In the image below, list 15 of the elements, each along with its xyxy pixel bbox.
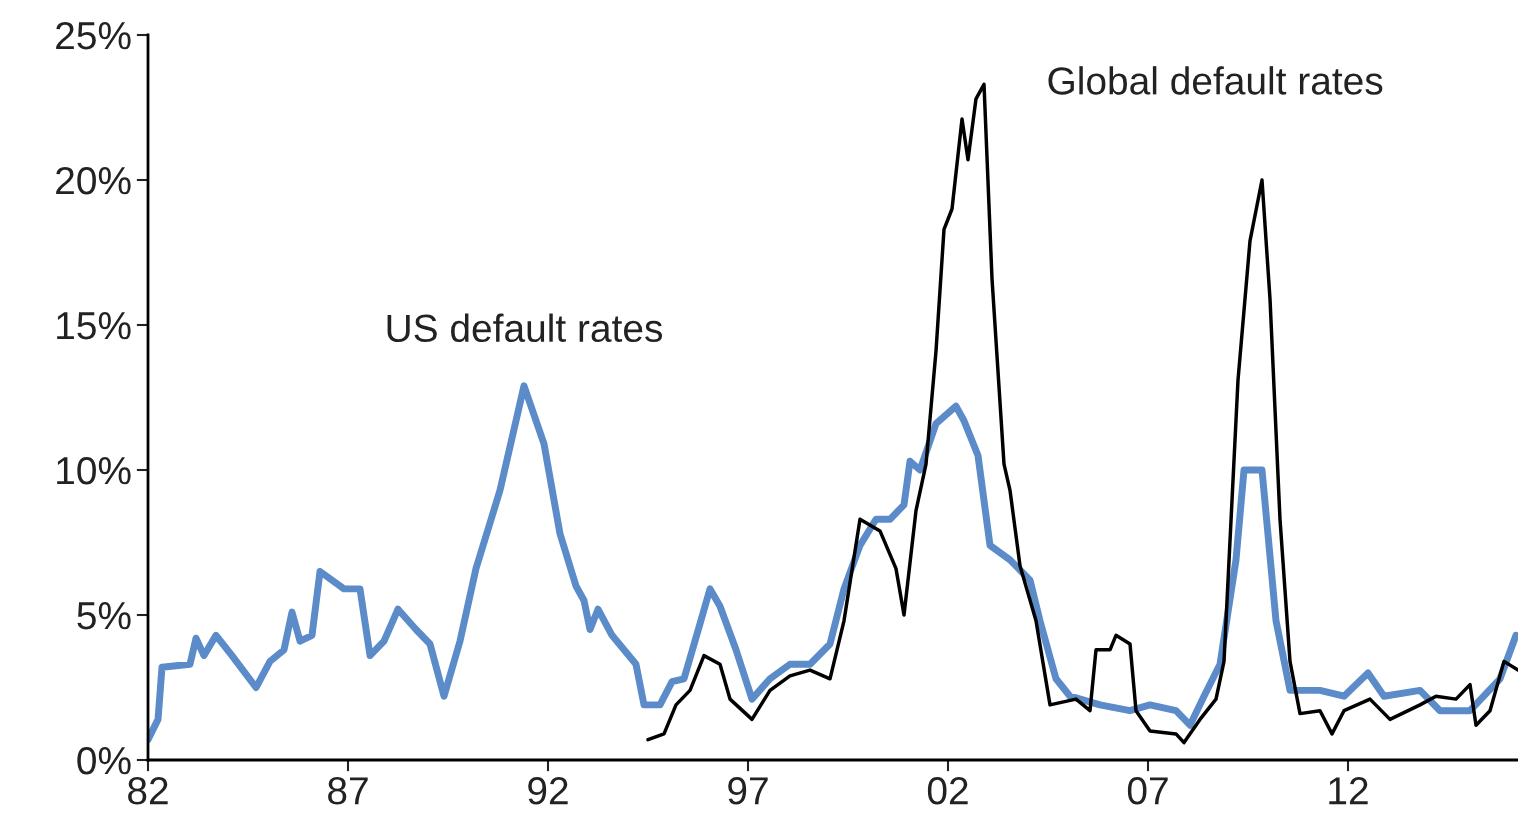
y-tick-label: 15% xyxy=(57,312,131,340)
x-tick-label: 82 xyxy=(128,777,168,805)
x-tick-label: 07 xyxy=(1127,777,1168,805)
y-tick-label: 0% xyxy=(77,746,131,775)
y-tick-label: 10% xyxy=(57,456,131,485)
x-tick-label: 02 xyxy=(927,777,968,805)
y-tick-label: 5% xyxy=(77,602,131,630)
y-tick-label: 20% xyxy=(56,166,131,195)
series-label: US default rates xyxy=(387,313,663,343)
y-tick-label: 25% xyxy=(56,21,131,50)
series-label: Global default rates xyxy=(1048,66,1383,95)
x-tick-label: 87 xyxy=(328,777,368,805)
x-tick-label: 92 xyxy=(528,777,568,805)
x-tick-label: 12 xyxy=(1329,777,1368,805)
x-tick-label: 97 xyxy=(728,777,768,805)
